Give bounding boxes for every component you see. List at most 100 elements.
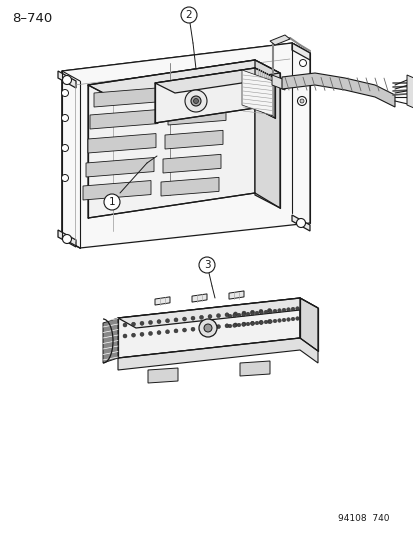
Polygon shape [299,298,317,351]
Circle shape [131,322,135,326]
Circle shape [290,307,294,311]
Text: 3: 3 [203,260,210,270]
Polygon shape [103,318,118,363]
Circle shape [62,76,71,85]
Circle shape [104,194,120,210]
Circle shape [295,317,299,320]
Polygon shape [161,177,218,196]
Text: 8–740: 8–740 [12,12,52,25]
Circle shape [254,321,258,325]
Polygon shape [165,131,223,149]
Circle shape [246,322,249,326]
Circle shape [224,313,228,317]
Circle shape [190,327,195,331]
Circle shape [263,310,267,314]
Text: 1: 1 [109,197,115,207]
Circle shape [185,90,206,112]
Polygon shape [406,75,413,108]
Polygon shape [171,85,230,104]
Circle shape [173,329,178,333]
Circle shape [207,314,211,319]
Polygon shape [88,134,156,153]
Circle shape [259,320,262,325]
Circle shape [190,316,195,320]
Circle shape [246,312,249,316]
Circle shape [140,321,144,325]
Circle shape [193,99,198,103]
Circle shape [204,324,211,332]
Polygon shape [154,68,274,93]
Polygon shape [192,294,206,302]
Circle shape [263,320,267,324]
Circle shape [299,99,303,103]
Circle shape [250,321,254,325]
Polygon shape [269,35,289,45]
Polygon shape [86,158,154,177]
Circle shape [180,7,197,23]
Circle shape [250,312,254,316]
Circle shape [224,324,228,328]
Circle shape [165,319,169,323]
Circle shape [297,96,306,106]
Polygon shape [163,155,221,173]
Circle shape [62,144,68,151]
Circle shape [228,324,231,328]
Circle shape [182,317,186,321]
Polygon shape [83,181,151,200]
Circle shape [241,313,245,316]
Polygon shape [147,368,178,383]
Circle shape [199,257,214,273]
Circle shape [165,330,169,334]
Polygon shape [118,298,299,358]
Polygon shape [291,215,309,231]
Circle shape [123,334,127,338]
Circle shape [241,322,245,326]
Circle shape [267,309,271,312]
Circle shape [62,174,68,182]
Circle shape [277,319,280,322]
Polygon shape [291,43,309,60]
Circle shape [190,96,201,106]
Circle shape [273,309,276,313]
Polygon shape [58,71,76,88]
Circle shape [242,322,245,326]
Circle shape [207,326,211,329]
Polygon shape [281,73,394,107]
Circle shape [268,320,272,324]
Circle shape [286,318,290,321]
Circle shape [273,319,276,323]
Circle shape [237,323,240,327]
Circle shape [259,309,262,313]
Circle shape [232,314,236,317]
Circle shape [232,324,236,327]
Polygon shape [254,68,274,118]
Circle shape [123,323,127,327]
Circle shape [233,323,237,327]
Polygon shape [88,60,254,218]
Circle shape [62,115,68,122]
Polygon shape [240,361,269,376]
Polygon shape [94,87,161,107]
Polygon shape [118,338,317,370]
Circle shape [173,318,178,322]
Polygon shape [118,298,317,328]
Circle shape [216,325,220,329]
Circle shape [299,60,306,67]
Circle shape [267,320,271,324]
Circle shape [259,311,263,314]
Circle shape [259,321,263,324]
Circle shape [199,319,216,337]
Polygon shape [90,110,158,129]
Circle shape [290,317,294,321]
Text: 2: 2 [185,10,192,20]
Polygon shape [62,43,309,81]
Polygon shape [58,230,76,247]
Polygon shape [168,107,225,125]
Circle shape [277,309,280,312]
Circle shape [131,333,135,337]
Circle shape [62,90,68,96]
Polygon shape [154,68,254,123]
Circle shape [148,320,152,325]
Circle shape [182,328,186,332]
Polygon shape [291,43,309,223]
